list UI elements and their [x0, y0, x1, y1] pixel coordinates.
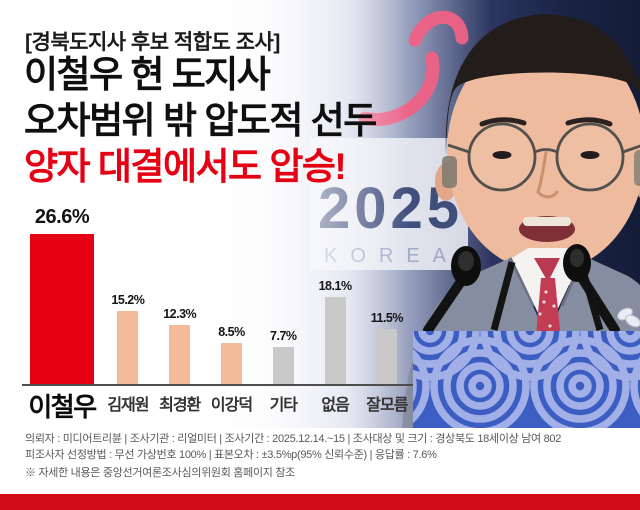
chart-bars-row: 26.6% 15.2% 12.3% 8.5% 7.7% 18.1% 11.5% [22, 205, 413, 386]
bar-column: 7.7% [257, 329, 309, 384]
bar-category-label: 김재원 [107, 397, 149, 414]
bar [324, 297, 346, 384]
butterfly-pin [617, 307, 640, 328]
bottom-red-strip [0, 494, 640, 510]
bar-value-label: 18.1% [318, 279, 352, 293]
speaker-face [447, 32, 640, 272]
poll-bar-chart: 26.6% 15.2% 12.3% 8.5% 7.7% 18.1% 11.5% 이철우 김재원… [22, 205, 413, 424]
headline-line-3: 양자 대결에서도 압승! [24, 146, 347, 187]
speaker-eye-left [492, 151, 512, 159]
bar [220, 343, 242, 384]
speaker-sideburn-left [442, 156, 457, 188]
speaker-hair [445, 14, 640, 155]
speaker-nose [536, 150, 559, 199]
bar [30, 234, 94, 384]
speaker-teeth [523, 217, 571, 226]
bar [272, 347, 294, 384]
microphone-icon-right [563, 244, 620, 335]
bar-column: 18.1% [309, 279, 361, 384]
bar [169, 325, 191, 384]
speaker-eyebrows [479, 117, 613, 127]
chart-labels-row: 이철우 김재원 최경환 이강덕 기타 없음 잘모름 [22, 391, 413, 424]
bar-column: 12.3% [154, 307, 206, 384]
bar-category-label: 이강덕 [210, 397, 253, 414]
bar-category-label: 최경환 [159, 397, 201, 414]
bar-category-label: 이철우 [28, 392, 97, 422]
survey-info-line-2: 피조사자 선정방법 : 무선 가상번호 100% | 표본오차 : ±3.5%p… [25, 448, 437, 461]
bar-value-label: 11.5% [370, 311, 404, 325]
survey-methodology: 의뢰자 : 미디어트리뷴 | 조사기관 : 리얼미터 | 조사기간 : 2025… [25, 432, 561, 482]
bar [117, 311, 139, 384]
headline-line-1: 이철우 현 도지사 [24, 54, 271, 95]
tie-knot [534, 258, 560, 282]
bar-value-label: 8.5% [218, 325, 245, 339]
bar-column: 8.5% [206, 325, 258, 384]
speaker-eye-right [580, 151, 600, 159]
survey-info-note: ※ 자세한 내용은 중앙선거여론조사심의위원회 홈페이지 참조 [25, 467, 295, 479]
bar-value-label: 26.6% [34, 206, 90, 228]
bar-value-label: 12.3% [163, 307, 197, 321]
bar-value-label: 15.2% [111, 293, 145, 307]
bar-column: 15.2% [102, 293, 154, 384]
headline: 이철우 현 도지사 오차범위 밖 압도적 선두 양자 대결에서도 압승! [24, 52, 377, 190]
bar-column: 11.5% [361, 311, 413, 384]
bar-category-label: 없음 [321, 397, 349, 414]
survey-info-line-1: 의뢰자 : 미디어트리뷴 | 조사기관 : 리얼미터 | 조사기간 : 2025… [25, 433, 562, 445]
podium-wave-band [413, 331, 640, 428]
tie-dots [538, 290, 560, 328]
bar-category-label: 잘모름 [366, 397, 408, 414]
bar [376, 329, 398, 384]
bar-value-label: 7.7% [270, 329, 297, 343]
speaker-sideburn-right [634, 150, 640, 186]
bar-category-label: 기타 [269, 397, 298, 414]
bar-column: 26.6% [22, 206, 102, 384]
microphone-icon-left [423, 246, 481, 335]
headline-line-2: 오차범위 밖 압도적 선두 [24, 100, 377, 141]
